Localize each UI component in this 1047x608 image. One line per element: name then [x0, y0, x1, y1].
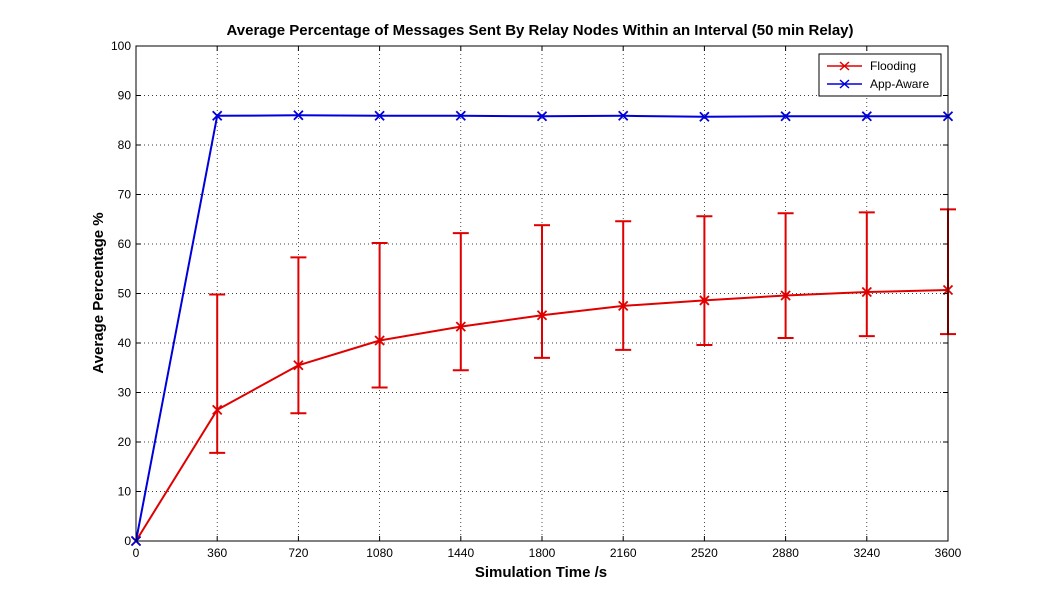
grid-lines [136, 46, 948, 541]
legend-flooding-marker [839, 61, 850, 71]
x-tick-label: 2880 [772, 546, 799, 560]
y-tick-label: 10 [118, 485, 132, 499]
y-tick-label: 80 [118, 138, 132, 152]
y-tick-label: 20 [118, 435, 132, 449]
y-tick-label: 70 [118, 188, 132, 202]
flooding-point [536, 310, 548, 321]
app-aware-point [374, 110, 385, 121]
legend-app-aware-label: App-Aware [870, 77, 929, 91]
app-aware-point [455, 110, 466, 121]
y-tick-label: 40 [118, 336, 132, 350]
app-aware-point [699, 111, 710, 122]
app-aware-point [293, 110, 304, 121]
x-tick-label: 1800 [529, 546, 556, 560]
axis-ticks: 0 360 720 1080 1440 1800 2160 2520 2880 3240 36000… [111, 39, 962, 560]
y-tick-label: 90 [118, 89, 132, 103]
x-tick-label: 1080 [366, 546, 393, 560]
y-axis-label: Average Percentage % [90, 212, 107, 373]
app-aware-point [212, 110, 223, 121]
y-tick-label: 100 [111, 39, 131, 53]
flooding-point [780, 290, 791, 301]
flooding-point [699, 295, 710, 306]
app-aware-point [861, 111, 872, 122]
legend: Flooding App-Aware [818, 53, 942, 97]
legend-flooding-label: Flooding [870, 59, 916, 73]
flooding-point [293, 360, 304, 371]
x-tick-label: 3600 [935, 546, 962, 560]
x-tick-label: 0 [133, 546, 140, 560]
app-aware-point [618, 110, 629, 121]
x-axis-label: Simulation Time /s [475, 564, 607, 581]
y-tick-label: 50 [118, 287, 132, 301]
legend-box [818, 53, 942, 97]
y-tick-label: 0 [124, 534, 131, 548]
series-layer [130, 110, 956, 547]
y-tick-label: 60 [118, 237, 132, 251]
x-tick-label: 3240 [853, 546, 880, 560]
x-tick-label: 2520 [691, 546, 718, 560]
flooding-point [455, 321, 466, 332]
x-tick-label: 2160 [610, 546, 637, 560]
x-tick-label: 1440 [447, 546, 474, 560]
y-tick-label: 30 [118, 386, 132, 400]
flooding-point [212, 404, 223, 415]
app-aware-point [780, 111, 791, 122]
flooding-point [374, 335, 385, 346]
flooding-point [618, 300, 629, 312]
flooding-point [861, 286, 872, 298]
app-aware-point [536, 111, 548, 122]
x-tick-label: 360 [207, 546, 227, 560]
flooding-series [130, 208, 956, 547]
chart-title: Average Percentage of Messages Sent By R… [226, 22, 853, 39]
x-tick-label: 720 [288, 546, 308, 560]
legend-app-aware-marker [839, 79, 850, 89]
